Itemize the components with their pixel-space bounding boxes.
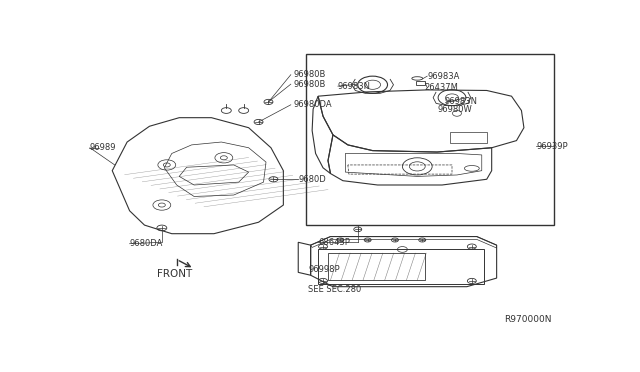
Text: 96983N: 96983N [338,82,371,91]
Text: 96939P: 96939P [536,142,568,151]
Text: 96980DA: 96980DA [293,100,332,109]
Text: 26437M: 26437M [425,83,459,92]
Text: 9680DA: 9680DA [129,239,163,248]
Text: 96983N: 96983N [445,97,477,106]
Text: 96980W: 96980W [437,105,472,113]
Text: 96983A: 96983A [428,72,460,81]
Text: R970000N: R970000N [504,315,552,324]
Text: 96998P: 96998P [308,265,340,274]
Text: 9680D: 9680D [298,175,326,184]
Text: 68643P: 68643P [318,238,350,247]
Text: 96980B: 96980B [293,70,326,79]
Text: FRONT: FRONT [157,269,192,279]
Text: SEE SEC.280: SEE SEC.280 [308,285,362,294]
Text: 96989: 96989 [90,143,116,152]
Text: 96980B: 96980B [293,80,326,89]
